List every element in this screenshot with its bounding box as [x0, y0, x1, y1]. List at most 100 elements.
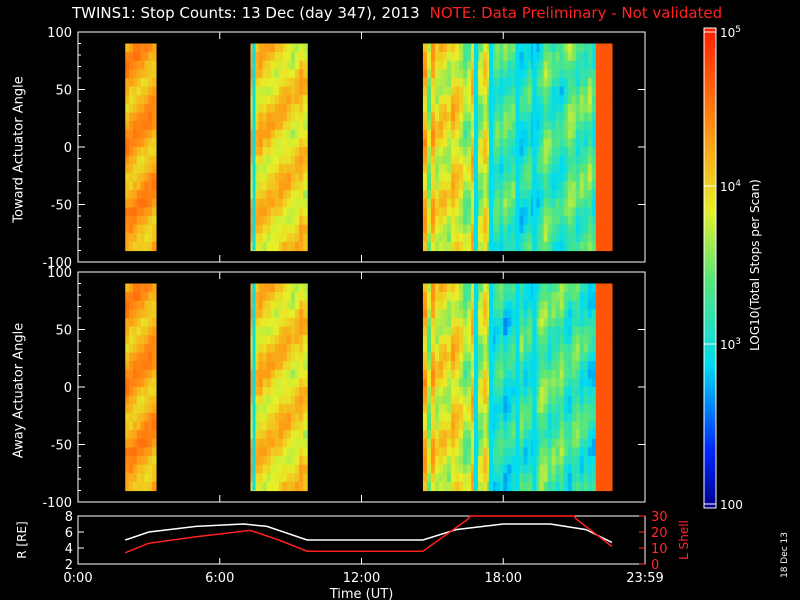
toward-heat-cell [282, 233, 288, 243]
toward-heat-cell [290, 224, 296, 234]
toward-heat-cell [258, 103, 264, 114]
away-heat-cell [547, 292, 553, 302]
toward-heat-cell [144, 138, 149, 148]
away-heat-cell [495, 438, 500, 448]
toward-heat-cell [559, 241, 565, 252]
toward-heat-cell [290, 164, 296, 174]
away-heat-cell [434, 309, 440, 319]
away-heat-cell [595, 292, 601, 302]
away-heat-cell [587, 481, 593, 492]
toward-heat-cell [136, 103, 142, 114]
away-heat-cell [555, 412, 561, 423]
away-heat-cell [583, 481, 589, 492]
away-heat-cell [571, 412, 577, 423]
away-heat-cell [519, 464, 525, 474]
away-heat-cell [430, 369, 436, 379]
away-heat-cell [567, 464, 573, 474]
toward-heat-cell [136, 129, 142, 139]
toward-heat-cell [258, 121, 264, 131]
toward-heat-cell [563, 78, 569, 88]
away-heat-cell [136, 421, 142, 431]
toward-heat-cell [295, 190, 300, 200]
toward-heat-cell [535, 86, 541, 96]
toward-heat-cell [148, 129, 153, 139]
away-heat-cell [527, 326, 533, 336]
toward-heat-cell [270, 241, 276, 252]
toward-heat-cell [519, 216, 525, 226]
toward-heat-cell [430, 52, 436, 62]
toward-heat-cell [262, 224, 268, 234]
toward-heat-cell [430, 138, 436, 148]
away-heat-cell [483, 395, 488, 405]
toward-heat-cell [563, 69, 569, 79]
away-heat-cell [132, 447, 138, 457]
away-heat-cell [299, 395, 304, 405]
away-heat-cell [258, 464, 264, 474]
toward-heat-cell [278, 233, 284, 243]
toward-heat-cell [523, 60, 529, 70]
toward-heat-cell [148, 207, 153, 217]
toward-heat-cell [579, 241, 585, 252]
toward-heat-cell [539, 233, 545, 243]
away-heat-cell [439, 283, 444, 293]
away-heat-cell [295, 352, 300, 362]
away-heat-cell [434, 318, 440, 328]
toward-heat-cell [579, 129, 585, 139]
away-heat-cell [299, 404, 304, 414]
away-heat-cell [282, 326, 288, 336]
away-heat-cell [591, 326, 597, 336]
toward-heat-cell [426, 233, 432, 243]
toward-heat-cell [483, 181, 488, 191]
away-heat-cell [559, 447, 565, 457]
toward-heat-cell [527, 241, 533, 252]
toward-heat-cell [258, 172, 264, 183]
away-heat-cell [148, 326, 153, 336]
away-heat-cell [451, 369, 456, 379]
away-heat-cell [434, 292, 440, 302]
away-heat-cell [266, 395, 272, 405]
toward-heat-cell [254, 43, 260, 53]
away-heat-cell [527, 309, 533, 319]
away-heat-cell [430, 326, 436, 336]
toward-heat-cell [587, 198, 593, 208]
away-heat-cell [507, 421, 512, 431]
away-heat-cell [471, 309, 476, 319]
toward-heat-cell [563, 121, 569, 131]
away-heat-cell [254, 326, 260, 336]
toward-heat-cell [282, 172, 288, 183]
toward-heat-cell [599, 43, 605, 53]
away-heat-cell [535, 473, 541, 483]
away-heat-cell [295, 300, 300, 310]
away-heat-cell [262, 318, 268, 328]
away-heat-cell [426, 481, 432, 492]
away-heat-cell [463, 481, 468, 492]
toward-heat-cell [258, 198, 264, 208]
away-heat-cell [278, 456, 284, 466]
away-heat-cell [467, 335, 472, 345]
away-heat-cell [278, 369, 284, 379]
toward-heat-cell [507, 233, 512, 243]
toward-heat-cell [455, 207, 460, 217]
toward-heat-cell [459, 60, 464, 70]
toward-heat-cell [254, 155, 260, 165]
toward-heat-cell [563, 233, 569, 243]
away-heat-cell [455, 412, 460, 423]
away-heat-cell [467, 283, 472, 293]
away-heat-cell [144, 335, 149, 345]
toward-heat-cell [286, 147, 292, 157]
toward-heat-cell [451, 190, 456, 200]
away-heat-cell [543, 300, 549, 310]
toward-heat-cell [519, 241, 525, 252]
away-heat-cell [527, 283, 533, 293]
toward-heat-cell [567, 155, 573, 165]
away-heat-cell [254, 292, 260, 302]
toward-heat-cell [543, 216, 549, 226]
away-heat-cell [129, 421, 134, 431]
toward-heat-cell [563, 86, 569, 96]
away-heat-cell [258, 481, 264, 492]
toward-heat-cell [422, 190, 428, 200]
toward-heat-cell [603, 86, 609, 96]
toward-heat-cell [571, 121, 577, 131]
away-heat-cell [555, 352, 561, 362]
away-heat-cell [603, 430, 609, 440]
